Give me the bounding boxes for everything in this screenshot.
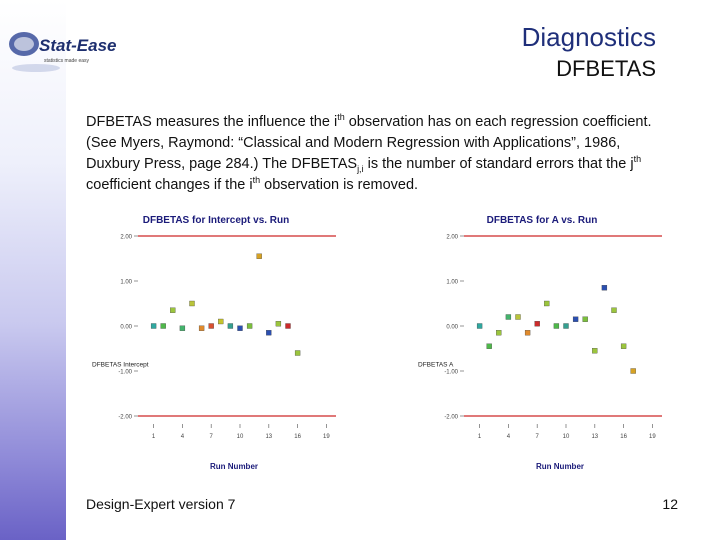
x-tick-label: 13 (591, 434, 598, 440)
y-tick-label: -1.00 (444, 370, 458, 376)
x-tick-label: 10 (237, 434, 244, 440)
data-point (620, 343, 627, 349)
x-tick-label: 4 (507, 434, 511, 440)
x-axis-label: Run Number (536, 462, 584, 471)
logo-name: Stat-Ease (39, 36, 116, 55)
data-point (294, 350, 301, 356)
y-tick-label: 0.00 (446, 325, 458, 331)
data-point (630, 368, 636, 374)
desc-sup-1: th (337, 112, 345, 123)
desc-text-5: observation is removed. (260, 177, 419, 193)
x-tick-label: 19 (649, 434, 656, 440)
data-point (544, 300, 550, 307)
chart-intercept: DFBETAS for Intercept vs. Run 2.00 1.00 0.0… (86, 208, 346, 476)
description-paragraph: DFBETAS measures the influence the ith o… (86, 112, 676, 196)
x-tick-label: 4 (181, 434, 185, 440)
data-point (179, 325, 186, 331)
x-tick-label: 16 (620, 434, 627, 440)
data-point (198, 325, 205, 331)
data-point (150, 323, 157, 329)
desc-sup-3: th (252, 175, 261, 186)
chart-title: DFBETAS for A vs. Run (487, 215, 598, 226)
data-point (237, 325, 243, 331)
x-tick-label: 1 (478, 434, 482, 440)
y-tick-label: 0.00 (120, 325, 132, 331)
x-tick-label: 16 (294, 434, 301, 440)
desc-sub-1: j,i (357, 163, 364, 174)
y-tick-label: 2.00 (446, 235, 458, 241)
chart-a: DFBETAS for A vs. Run 2.00 1.00 0.00 -1.00 -2… (412, 208, 672, 476)
x-axis-label: Run Number (210, 462, 258, 471)
stat-ease-logo: Stat-Ease statistics made easy (6, 24, 136, 76)
data-point (246, 323, 253, 329)
desc-text-2: observation has on each regression coeff… (86, 114, 652, 172)
data-point (496, 330, 502, 336)
data-point (563, 323, 569, 329)
desc-sup-2: th (633, 154, 642, 165)
x-tick-label: 7 (210, 434, 214, 440)
data-point (582, 316, 588, 322)
desc-text-3: is the number of standard errors that th… (363, 156, 634, 172)
data-point (592, 348, 598, 354)
page-number: 12 (662, 496, 678, 512)
data-point (160, 323, 166, 329)
x-tick-label: 10 (563, 434, 570, 440)
data-point (611, 307, 617, 313)
data-point (256, 253, 262, 259)
y-tick-label: 1.00 (120, 280, 132, 286)
data-point (285, 323, 291, 329)
footer-version: Design-Expert version 7 (86, 496, 236, 512)
x-tick-label: 1 (152, 434, 156, 440)
y-tick-label: -2.00 (118, 415, 132, 421)
data-point (170, 307, 176, 313)
desc-text-4: coefficient changes if the i (86, 177, 253, 193)
y-tick-label: 1.00 (446, 280, 458, 286)
y-axis-label: DFBETAS Intercept (92, 362, 149, 369)
left-gradient-band (0, 0, 66, 540)
data-point (476, 323, 483, 329)
chart-intercept-svg: DFBETAS for Intercept vs. Run 2.00 1.00 0.0… (92, 215, 336, 471)
data-point (486, 343, 492, 349)
chart-title: DFBETAS for Intercept vs. Run (143, 215, 290, 226)
logo-tagline: statistics made easy (44, 58, 90, 64)
data-point (572, 316, 579, 322)
y-tick-label: -2.00 (444, 415, 458, 421)
y-tick-label: -1.00 (118, 370, 132, 376)
data-point (208, 323, 214, 329)
x-tick-label: 19 (323, 434, 330, 440)
data-point (189, 300, 195, 307)
desc-text-1: DFBETAS measures the influence the i (86, 114, 338, 130)
x-tick-label: 7 (536, 434, 540, 440)
y-axis-label: DFBETAS A (418, 362, 454, 369)
data-point (515, 314, 521, 320)
y-tick-label: 2.00 (120, 235, 132, 241)
x-tick-label: 13 (265, 434, 272, 440)
page-subtitle: DFBETAS (556, 56, 656, 81)
data-point (553, 323, 560, 329)
chart-a-svg: DFBETAS for A vs. Run 2.00 1.00 0.00 -1.00 -2… (418, 215, 662, 471)
data-point (227, 323, 234, 329)
data-point (275, 321, 282, 327)
page-title: Diagnostics (521, 22, 656, 52)
data-point (218, 318, 224, 325)
data-point (524, 330, 531, 336)
data-point (266, 330, 272, 336)
data-point (601, 285, 608, 291)
data-point (505, 314, 512, 320)
data-point (534, 321, 540, 327)
